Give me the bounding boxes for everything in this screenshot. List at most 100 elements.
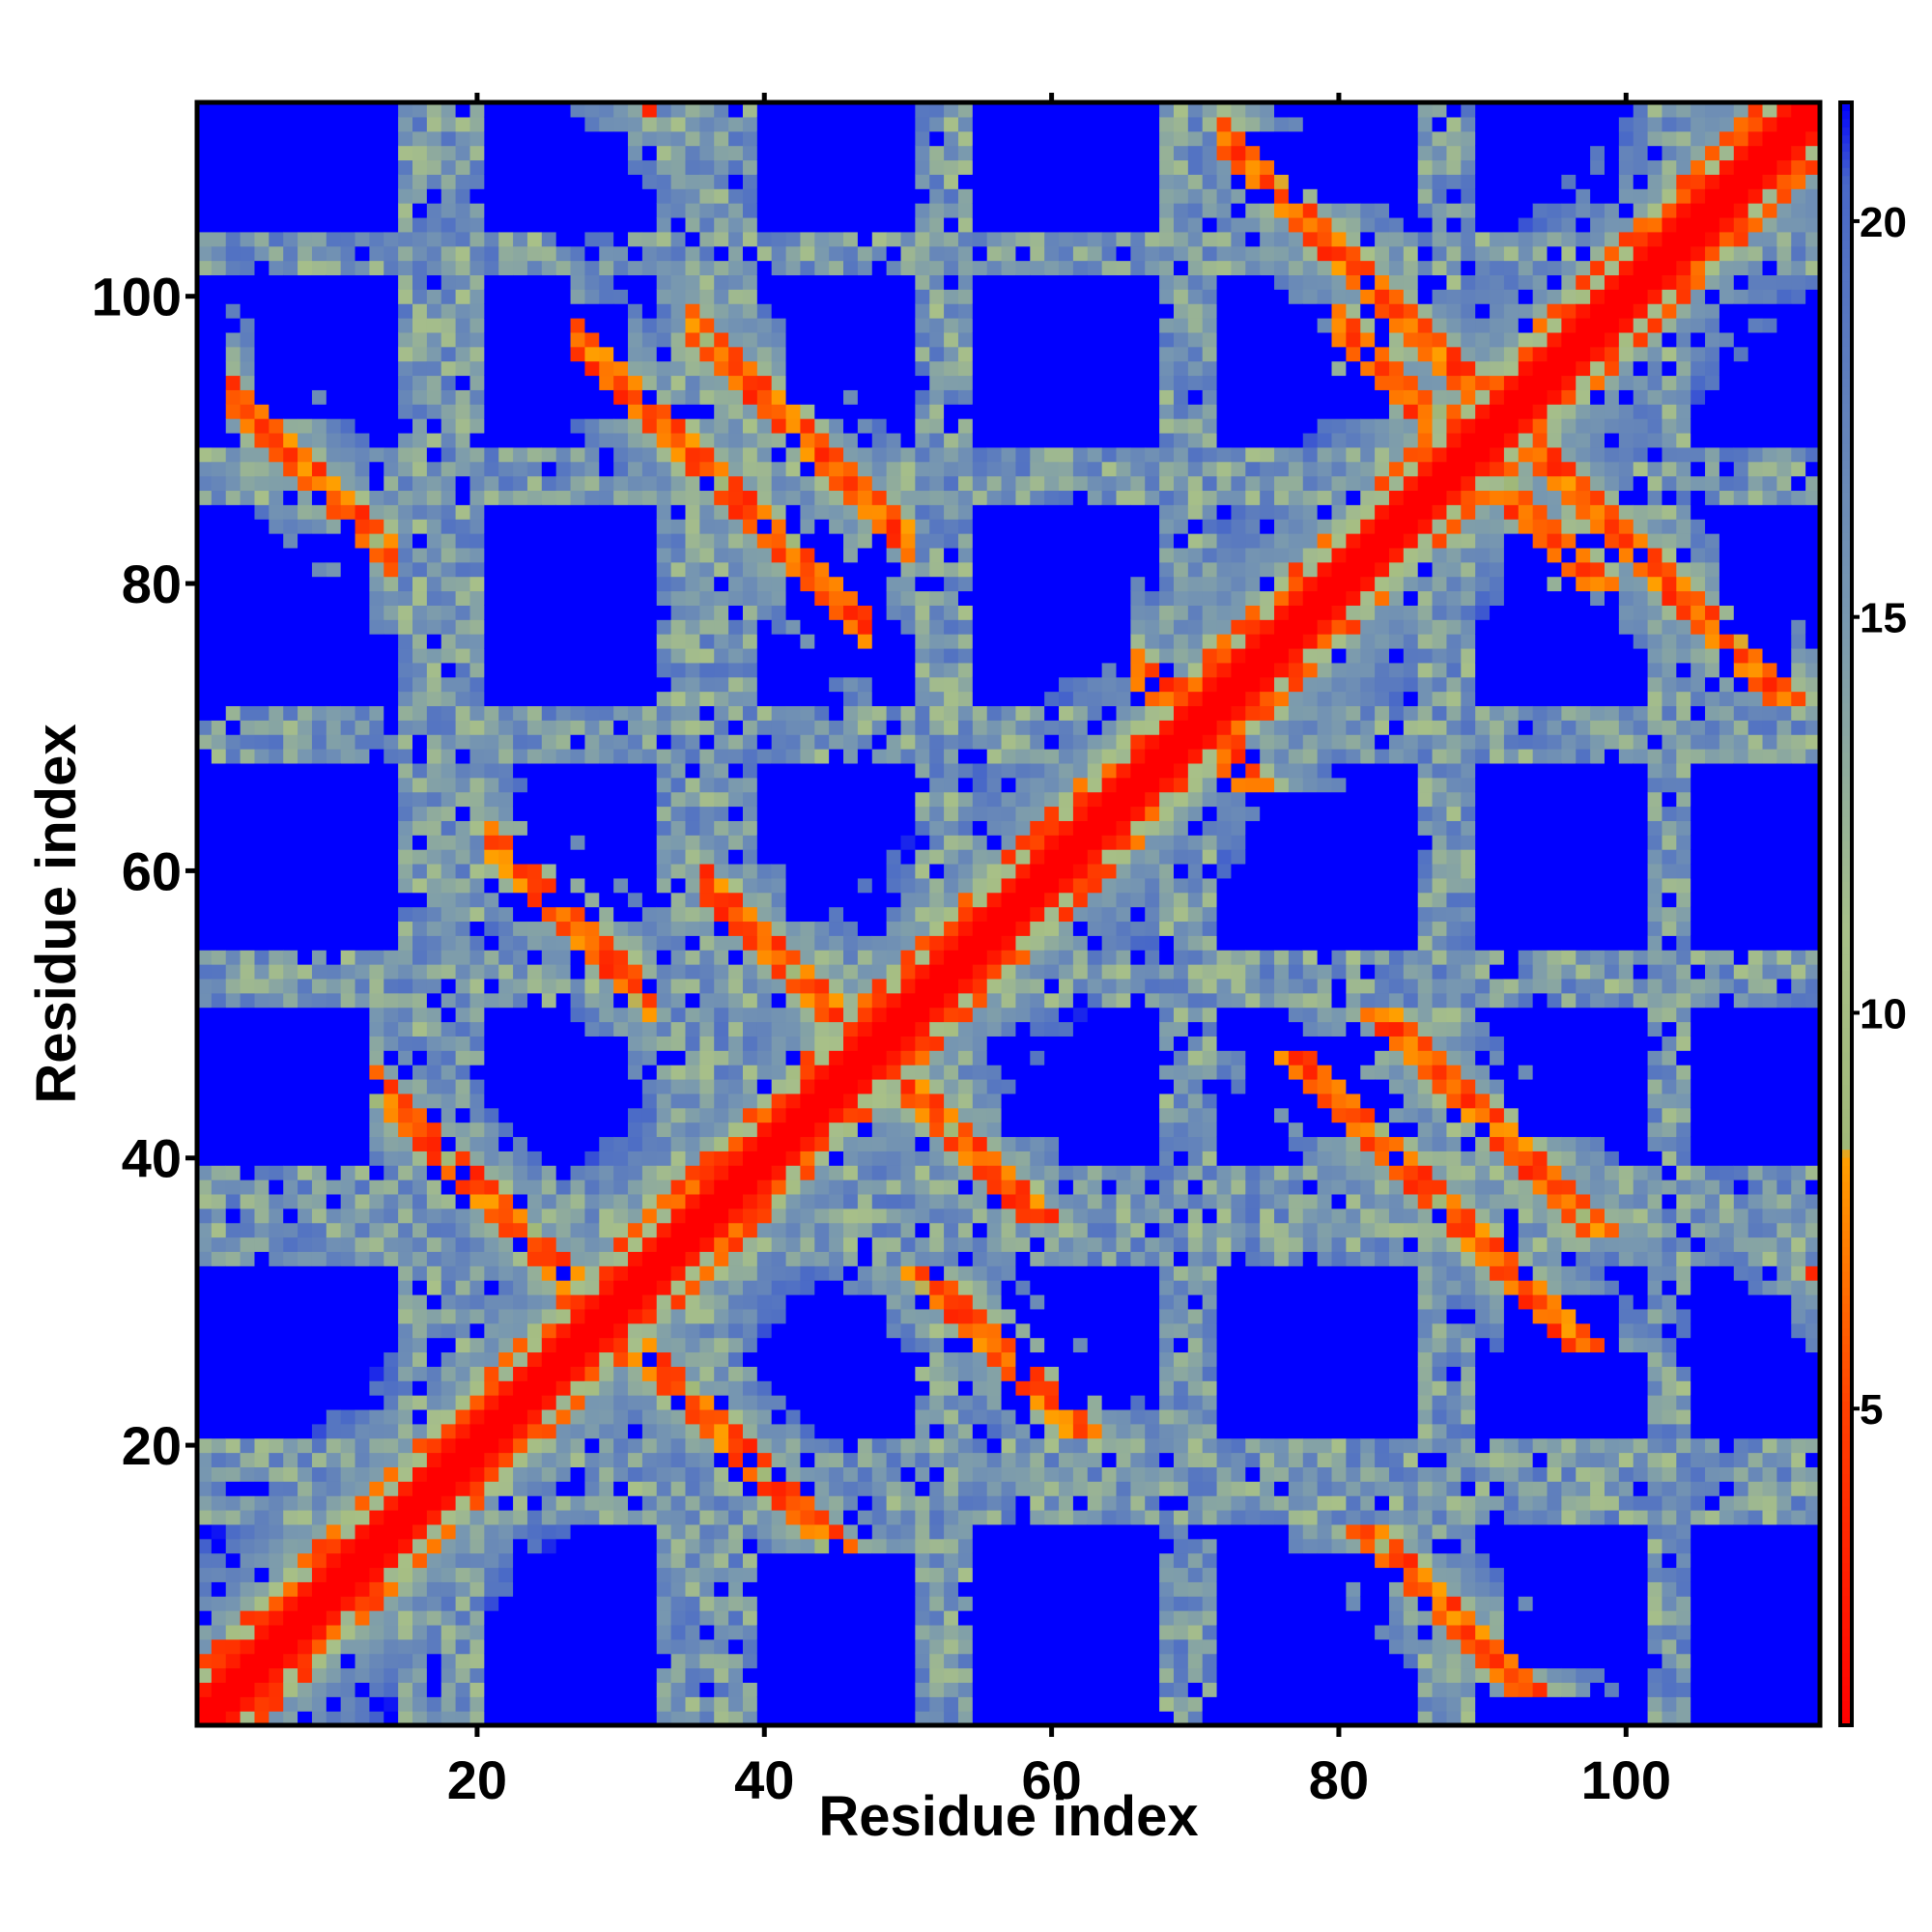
heatmap-cell [800,446,815,463]
heatmap-cell [785,1638,802,1655]
heatmap-cell [685,475,700,492]
heatmap-cell [225,1366,242,1381]
heatmap-cell [685,1021,700,1037]
heatmap-cell [311,1610,327,1626]
heatmap-cell [742,1236,758,1252]
heatmap-cell [469,1308,485,1324]
heatmap-cell [513,1395,528,1410]
heatmap-cell [570,1423,586,1439]
heatmap-cell [541,346,557,362]
heatmap-cell [599,389,614,405]
heatmap-cell [628,906,643,923]
heatmap-cell [599,762,614,779]
heatmap-cell [298,1408,313,1425]
heatmap-cell [599,1208,614,1224]
heatmap-cell [714,705,729,721]
heatmap-cell [814,676,830,693]
heatmap-cell [670,203,687,218]
heatmap-cell [771,475,787,492]
heatmap-cell [771,1065,787,1080]
heatmap-cell [326,749,342,764]
heatmap-cell [628,935,643,951]
heatmap-cell [570,1265,586,1281]
heatmap-cell [398,231,413,247]
heatmap-cell [555,303,572,319]
heatmap-cell [225,274,242,290]
heatmap-cell [225,1682,242,1697]
heatmap-cell [814,590,830,606]
heatmap-cell [613,318,629,333]
heatmap-cell [426,519,442,534]
heatmap-cell [197,1667,213,1683]
heatmap-cell [369,389,384,405]
heatmap-cell [670,1280,687,1295]
heatmap-cell [613,691,629,707]
heatmap-cell [254,892,270,908]
heatmap-cell [455,806,471,821]
heatmap-cell [398,1265,413,1281]
heatmap-cell [225,1509,242,1525]
heatmap-cell [369,102,384,118]
heatmap-cell [628,877,643,894]
heatmap-cell [829,1653,844,1669]
heatmap-cell [742,418,758,434]
heatmap-cell [211,590,227,606]
heatmap-cell [814,1366,830,1381]
heatmap-cell [455,331,471,348]
heatmap-cell [269,720,284,735]
heatmap-cell [685,274,700,290]
heatmap-cell [570,1122,586,1138]
heatmap-cell [440,676,457,693]
heatmap-cell [728,978,744,994]
heatmap-cell [513,950,528,965]
heatmap-cell [484,1351,499,1367]
heatmap-cell [311,1007,327,1023]
heatmap-cell [570,1667,586,1683]
heatmap-cell [513,1408,528,1425]
heatmap-cell [340,849,356,865]
heatmap-cell [756,1495,773,1511]
heatmap-cell [814,360,830,377]
heatmap-cell [283,145,298,161]
heatmap-cell [369,1165,384,1180]
heatmap-cell [814,906,830,923]
heatmap-cell [771,1322,787,1339]
heatmap-cell [570,1653,586,1669]
heatmap-cell [412,1236,428,1252]
heatmap-cell [269,533,284,549]
heatmap-cell [498,734,514,750]
heatmap-cell [771,1007,787,1023]
heatmap-cell [699,561,715,578]
heatmap-cell [570,1251,586,1266]
heatmap-cell [369,978,384,994]
heatmap-cell [240,1193,256,1209]
heatmap-cell [728,1007,744,1023]
heatmap-cell [670,1065,687,1080]
heatmap-cell [326,1065,342,1080]
heatmap-cell [728,289,744,304]
heatmap-cell [469,1437,485,1454]
heatmap-cell [699,605,715,620]
heatmap-cell [599,1380,614,1396]
heatmap-cell [298,1122,313,1138]
heatmap-cell [613,1093,629,1109]
heatmap-cell [584,749,600,764]
heatmap-cell [469,1065,485,1080]
heatmap-cell [412,318,428,333]
heatmap-cell [326,1078,342,1094]
heatmap-cell [541,1523,557,1540]
heatmap-cell [283,1667,298,1683]
heatmap-cell [800,188,815,204]
heatmap-cell [641,318,658,333]
heatmap-cell [484,1567,499,1582]
heatmap-cell [384,130,399,147]
heatmap-cell [613,274,629,290]
heatmap-cell [254,490,270,505]
heatmap-cell [641,576,658,592]
heatmap-cell [628,1567,643,1582]
heatmap-cell [283,1208,298,1224]
heatmap-cell [484,116,499,132]
heatmap-cell [541,849,557,865]
heatmap-cell [440,662,457,678]
heatmap-cell [728,863,744,879]
